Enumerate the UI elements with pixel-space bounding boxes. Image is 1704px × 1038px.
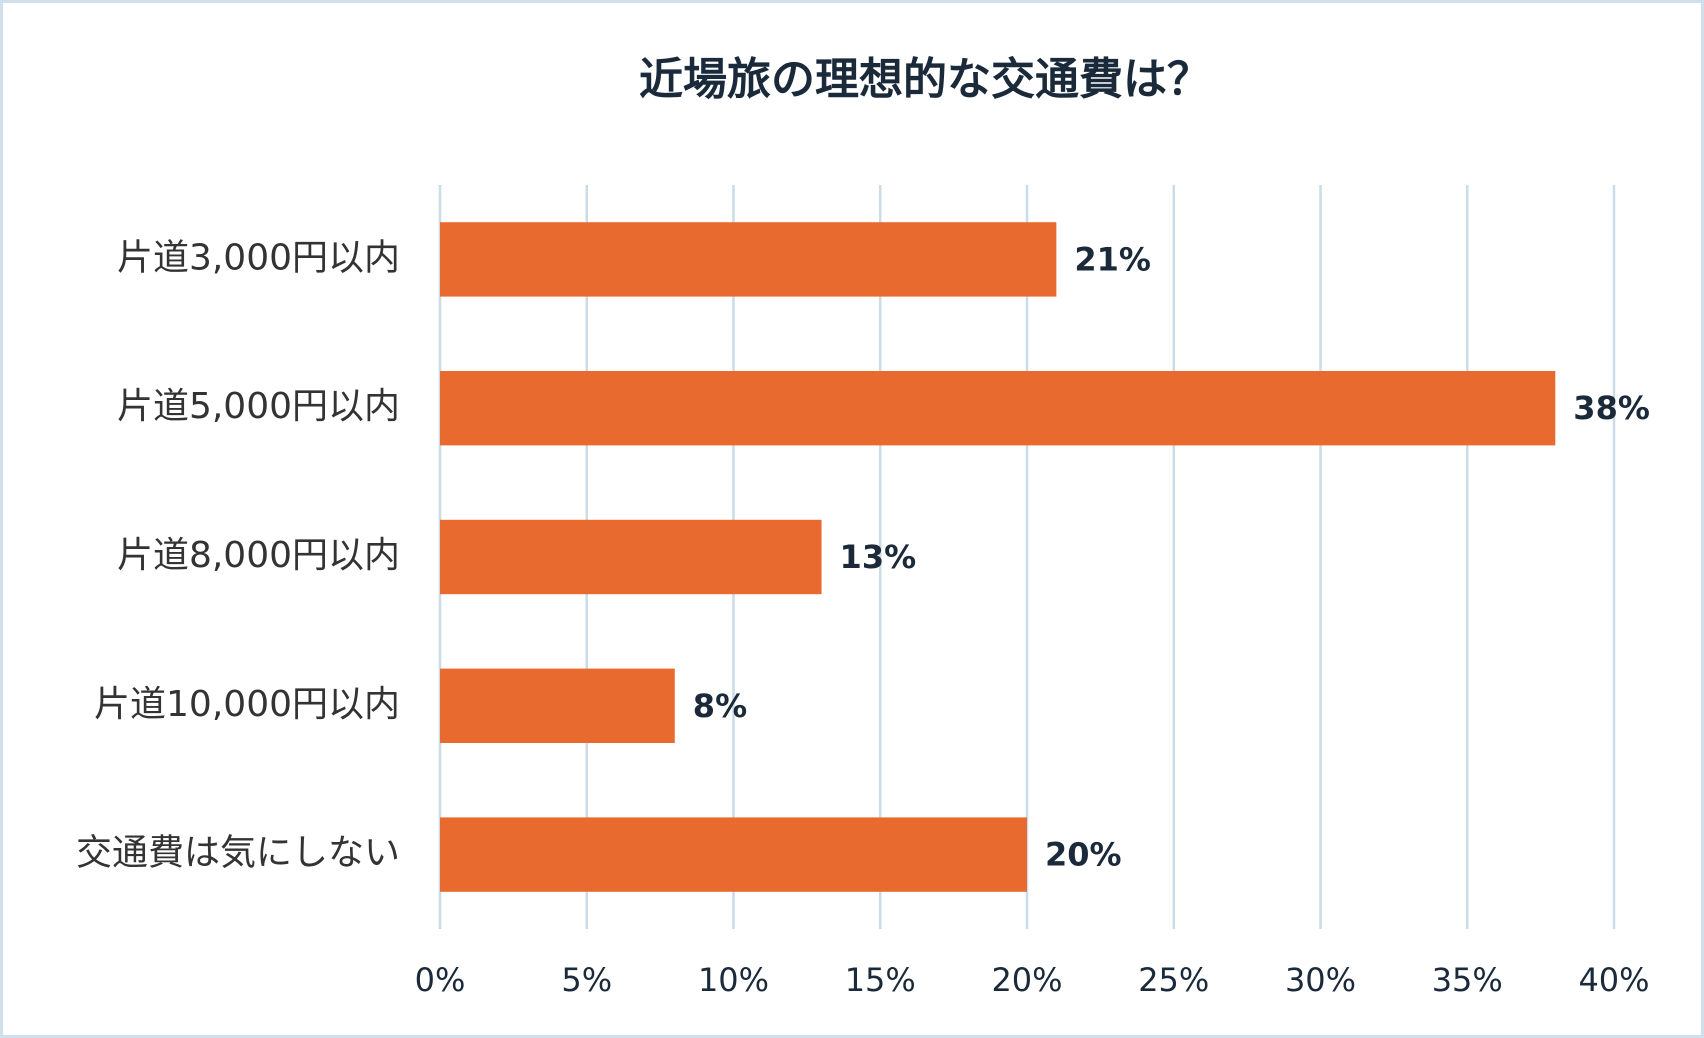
value-label: 21%: [1074, 240, 1151, 278]
bar: [440, 222, 1057, 297]
y-tick-label: 片道5,000円以内: [117, 386, 400, 427]
x-tick-label: 35%: [1432, 961, 1503, 999]
y-tick-label: 片道8,000円以内: [117, 535, 400, 576]
x-tick-label: 5%: [561, 961, 612, 999]
x-tick-label: 25%: [1138, 961, 1209, 999]
y-tick-label: 交通費は気にしない: [76, 833, 400, 874]
value-label: 13%: [840, 538, 917, 576]
bar: [440, 817, 1027, 892]
x-tick-label: 20%: [991, 961, 1062, 999]
x-tick-label: 0%: [415, 961, 466, 999]
x-tick-label: 10%: [698, 961, 769, 999]
y-tick-label: 片道3,000円以内: [117, 237, 400, 278]
y-tick-label: 片道10,000円以内: [94, 684, 400, 725]
x-tick-label: 40%: [1578, 961, 1649, 999]
x-tick-label: 15%: [845, 961, 916, 999]
bar: [440, 371, 1556, 446]
bar: [440, 668, 675, 743]
value-label: 38%: [1573, 389, 1650, 427]
bar: [440, 519, 822, 595]
x-tick-label: 30%: [1285, 961, 1356, 999]
chart-title: 近場旅の理想的な交通費は？: [639, 54, 1211, 105]
value-label: 20%: [1045, 836, 1122, 874]
value-label: 8%: [693, 687, 747, 725]
